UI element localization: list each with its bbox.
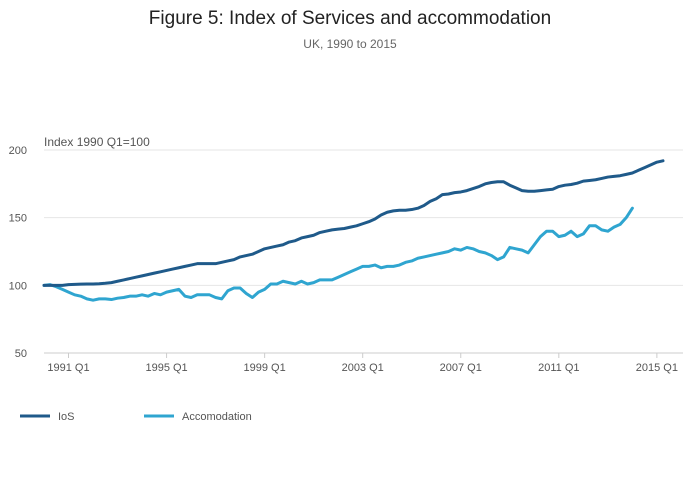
y-tick-label: 200 (9, 145, 27, 157)
x-tick-label: 1999 Q1 (244, 362, 286, 374)
legend-item-accomodation[interactable]: Accomodation (144, 411, 252, 423)
y-tick-labels: 50 100 150 200 (9, 145, 27, 360)
x-tick-label: 2003 Q1 (342, 362, 384, 374)
x-tick-label: 1995 Q1 (145, 362, 187, 374)
chart-title: Figure 5: Index of Services and accommod… (149, 8, 551, 29)
chart-subtitle: UK, 1990 to 2015 (303, 37, 397, 51)
series-line-ios (42, 159, 665, 287)
y-tick-label: 50 (15, 348, 27, 360)
x-tick-label: 2011 Q1 (538, 362, 579, 374)
grid-lines (44, 149, 683, 354)
y-tick-label: 100 (9, 280, 27, 292)
y-axis-label: Index 1990 Q1=100 (44, 135, 150, 149)
x-tick-label: 2015 Q1 (636, 362, 678, 374)
series-line-accomodation (42, 206, 634, 302)
legend: IoS Accomodation (20, 411, 252, 423)
legend-label: IoS (58, 411, 75, 423)
x-tick-label: 1991 Q1 (47, 362, 89, 374)
legend-item-ios[interactable]: IoS (20, 411, 75, 423)
y-tick-label: 150 (9, 213, 27, 225)
x-tick-labels: 1991 Q1 1995 Q1 1999 Q1 2003 Q1 2007 Q1 2011 … (47, 353, 678, 374)
legend-label: Accomodation (182, 411, 252, 423)
series-lines (42, 159, 665, 302)
x-tick-label: 2007 Q1 (440, 362, 482, 374)
